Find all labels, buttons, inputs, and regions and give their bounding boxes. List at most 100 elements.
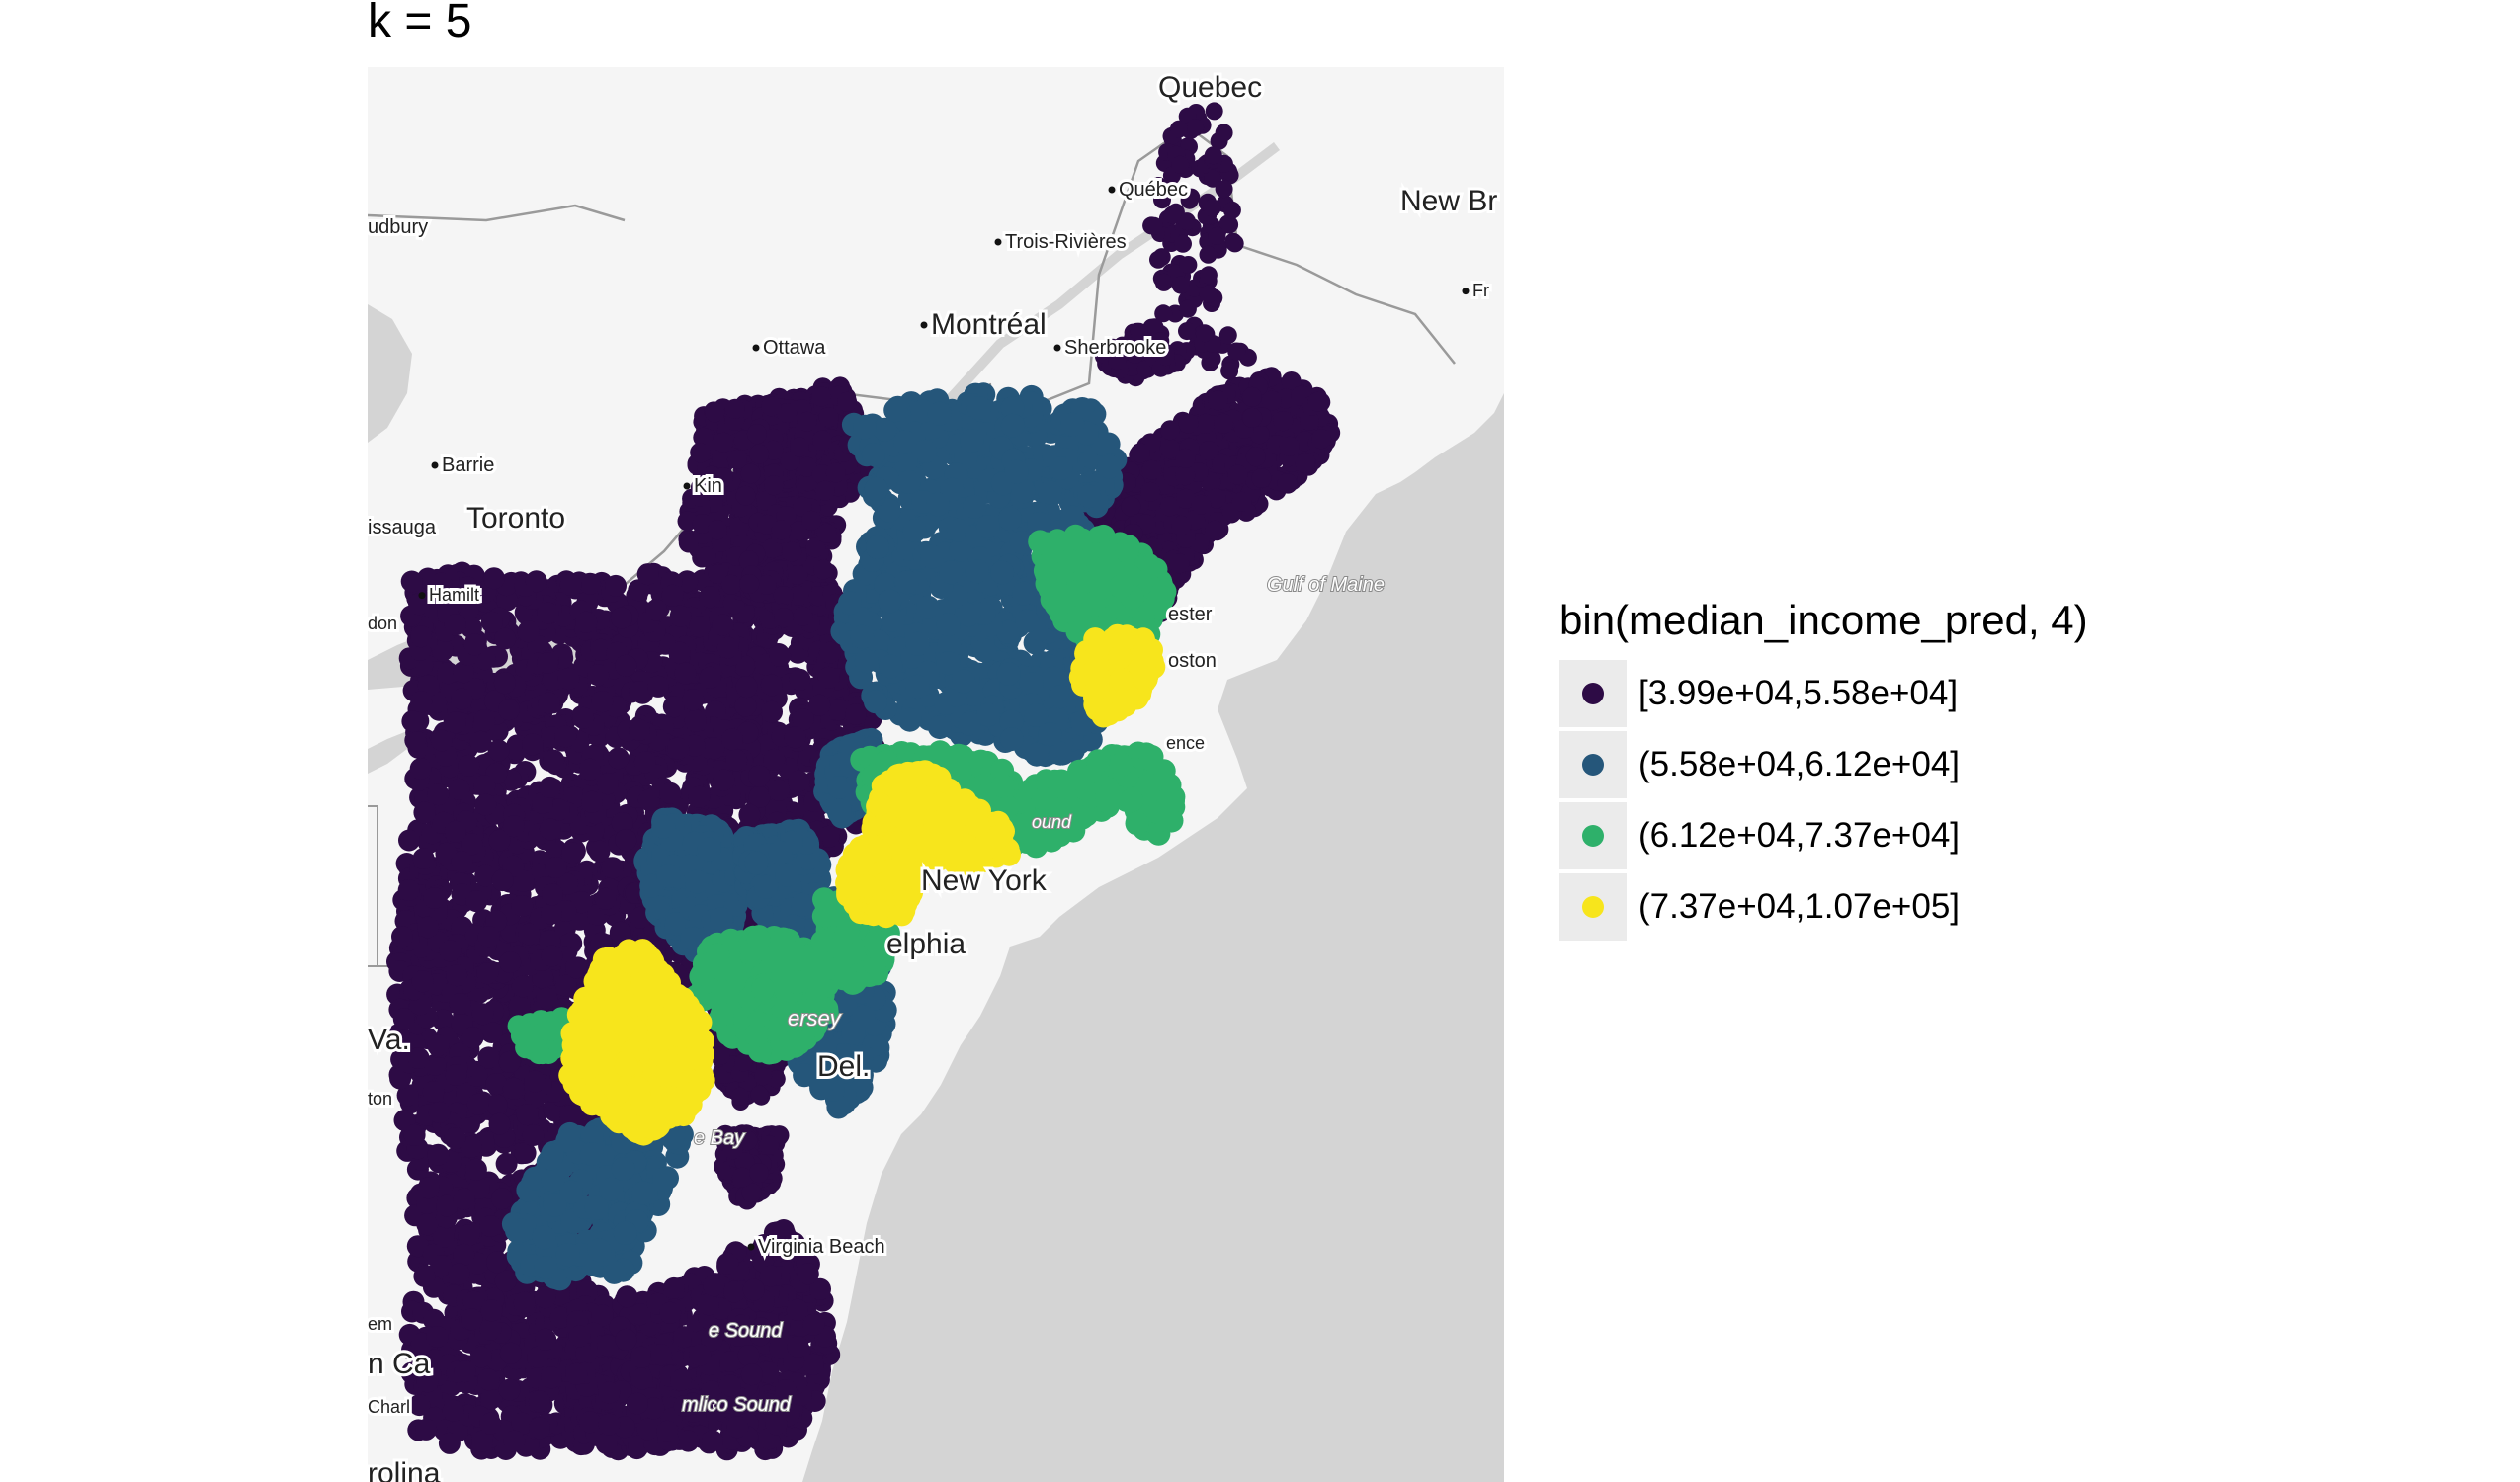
data-point xyxy=(502,1077,525,1100)
data-point xyxy=(391,926,413,947)
data-point xyxy=(793,606,813,626)
data-point xyxy=(424,1053,447,1076)
data-point xyxy=(498,1378,521,1401)
data-point xyxy=(565,956,587,979)
data-point xyxy=(416,1213,439,1236)
data-point xyxy=(607,747,630,770)
data-point xyxy=(458,1224,480,1247)
data-point xyxy=(790,437,809,457)
data-point xyxy=(477,926,500,948)
data-point xyxy=(1130,443,1150,463)
data-point xyxy=(528,1390,550,1413)
data-point xyxy=(536,987,558,1010)
data-point xyxy=(590,638,613,661)
data-point xyxy=(1208,390,1228,411)
data-point xyxy=(636,1418,659,1441)
data-point xyxy=(473,709,496,732)
data-point xyxy=(1175,465,1196,486)
data-point xyxy=(683,734,706,757)
data-point xyxy=(797,411,817,432)
data-point xyxy=(494,627,517,650)
data-point xyxy=(742,1278,765,1301)
data-point xyxy=(581,790,603,813)
data-point xyxy=(554,974,577,997)
data-point xyxy=(760,674,783,697)
data-point xyxy=(769,644,792,667)
data-point xyxy=(1208,226,1226,245)
data-point xyxy=(811,386,832,407)
data-point xyxy=(748,785,771,808)
data-point xyxy=(499,1342,522,1364)
data-point xyxy=(479,1318,502,1341)
data-point xyxy=(615,829,637,852)
map-panel[interactable]: QuebecQuébecudburyTrois-RivièresMontréal… xyxy=(368,67,1504,1482)
data-point xyxy=(413,801,436,824)
data-point xyxy=(725,749,748,772)
data-point xyxy=(498,699,520,721)
data-point xyxy=(525,570,547,593)
data-point xyxy=(768,779,791,801)
data-point xyxy=(538,692,560,714)
data-point xyxy=(684,709,707,732)
data-point xyxy=(629,681,651,702)
data-point xyxy=(1214,413,1234,434)
data-point xyxy=(845,703,867,725)
data-point xyxy=(1154,273,1173,291)
data-point xyxy=(534,1286,556,1309)
data-point xyxy=(774,608,795,628)
data-point xyxy=(454,1360,476,1383)
data-point xyxy=(784,726,806,749)
data-point xyxy=(411,970,434,993)
data-point xyxy=(674,662,697,685)
data-point xyxy=(703,1275,725,1297)
data-point xyxy=(505,738,528,761)
data-point xyxy=(787,1336,809,1358)
data-point xyxy=(389,1067,412,1090)
data-point xyxy=(479,1412,502,1435)
data-point xyxy=(708,520,727,540)
data-point xyxy=(494,1270,517,1292)
data-point xyxy=(615,1328,637,1351)
data-point xyxy=(547,798,570,821)
data-point xyxy=(458,754,480,777)
data-point xyxy=(473,775,496,797)
data-point xyxy=(588,840,611,863)
data-point xyxy=(720,574,741,595)
data-point xyxy=(682,689,705,711)
data-point xyxy=(565,1362,588,1385)
data-point xyxy=(716,636,739,659)
data-point xyxy=(697,1293,719,1316)
data-point xyxy=(508,995,531,1017)
data-point xyxy=(786,1298,808,1321)
data-point xyxy=(801,510,822,531)
data-point xyxy=(474,793,497,816)
data-point xyxy=(1178,299,1197,318)
data-point xyxy=(1178,413,1199,434)
data-point xyxy=(480,1387,503,1410)
data-point xyxy=(726,1416,749,1439)
plot-title: k = 5 xyxy=(368,0,472,47)
data-point xyxy=(404,729,427,752)
data-point xyxy=(541,1366,562,1389)
data-point xyxy=(542,669,564,692)
data-point xyxy=(1171,515,1192,535)
data-point xyxy=(740,463,761,484)
data-point xyxy=(570,891,593,914)
data-point xyxy=(629,718,650,741)
data-point xyxy=(417,916,440,939)
data-point xyxy=(410,625,433,648)
data-point xyxy=(422,1081,445,1103)
data-point xyxy=(611,812,633,834)
data-point xyxy=(587,664,610,687)
data-point xyxy=(537,602,559,624)
data-point xyxy=(670,1368,693,1391)
data-point xyxy=(430,729,453,752)
data-point xyxy=(735,676,758,699)
data-point xyxy=(1307,391,1328,412)
data-point xyxy=(792,708,814,731)
data-point xyxy=(712,614,734,636)
data-point xyxy=(1220,362,1239,380)
data-point xyxy=(444,614,466,636)
data-point xyxy=(718,1374,741,1397)
data-point xyxy=(487,739,510,762)
